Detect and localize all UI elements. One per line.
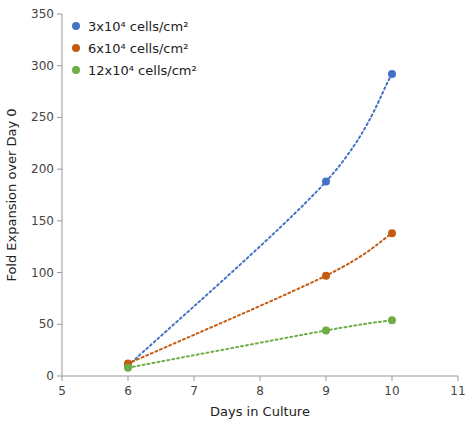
data-point bbox=[388, 70, 396, 78]
x-tick-label: 6 bbox=[124, 384, 132, 398]
y-tick-label: 200 bbox=[31, 162, 54, 176]
legend-marker bbox=[72, 66, 80, 74]
x-tick-label: 10 bbox=[384, 384, 399, 398]
y-tick-label: 350 bbox=[31, 7, 54, 21]
legend-label: 12x10⁴ cells/cm² bbox=[88, 63, 197, 78]
data-point bbox=[322, 272, 330, 280]
y-tick-label: 100 bbox=[31, 266, 54, 280]
legend-label: 6x10⁴ cells/cm² bbox=[88, 41, 188, 56]
y-tick bbox=[57, 14, 62, 15]
y-tick-label: 50 bbox=[39, 317, 54, 331]
series-line bbox=[128, 233, 392, 363]
data-point bbox=[388, 229, 396, 237]
x-tick bbox=[194, 376, 195, 381]
legend-marker bbox=[72, 22, 80, 30]
y-tick-label: 0 bbox=[46, 369, 54, 383]
y-tick bbox=[57, 324, 62, 325]
y-axis-line bbox=[62, 14, 63, 376]
x-tick bbox=[128, 376, 129, 381]
y-axis-label: Fold Expansion over Day 0 bbox=[4, 108, 19, 281]
legend-marker bbox=[72, 44, 80, 52]
x-tick-label: 7 bbox=[190, 384, 198, 398]
y-tick bbox=[57, 376, 62, 377]
x-tick bbox=[260, 376, 261, 381]
y-tick-label: 250 bbox=[31, 110, 54, 124]
y-tick bbox=[57, 220, 62, 221]
y-tick bbox=[57, 169, 62, 170]
x-tick-label: 8 bbox=[256, 384, 264, 398]
x-tick-label: 11 bbox=[450, 384, 465, 398]
y-tick bbox=[57, 65, 62, 66]
x-axis-label: Days in Culture bbox=[210, 404, 310, 419]
plot-area bbox=[124, 70, 396, 372]
series-line bbox=[128, 320, 392, 368]
x-tick bbox=[326, 376, 327, 381]
x-tick bbox=[392, 376, 393, 381]
x-tick-label: 9 bbox=[322, 384, 330, 398]
y-tick-label: 300 bbox=[31, 59, 54, 73]
data-point bbox=[322, 178, 330, 186]
legend: 3x10⁴ cells/cm² 6x10⁴ cells/cm² 12x10⁴ cel… bbox=[72, 19, 197, 78]
series-line bbox=[128, 74, 392, 366]
legend-label: 3x10⁴ cells/cm² bbox=[88, 19, 188, 34]
y-tick bbox=[57, 117, 62, 118]
data-point bbox=[388, 316, 396, 324]
y-tick-label: 150 bbox=[31, 214, 54, 228]
chart: 5 6 7 8 9 10 11 0 50 100 150 200 250 300 350 Days in Cu… bbox=[0, 0, 474, 428]
x-tick bbox=[458, 376, 459, 381]
y-tick bbox=[57, 272, 62, 273]
x-tick-label: 5 bbox=[58, 384, 66, 398]
data-point bbox=[322, 326, 330, 334]
data-point bbox=[124, 364, 132, 372]
x-tick bbox=[62, 376, 63, 381]
